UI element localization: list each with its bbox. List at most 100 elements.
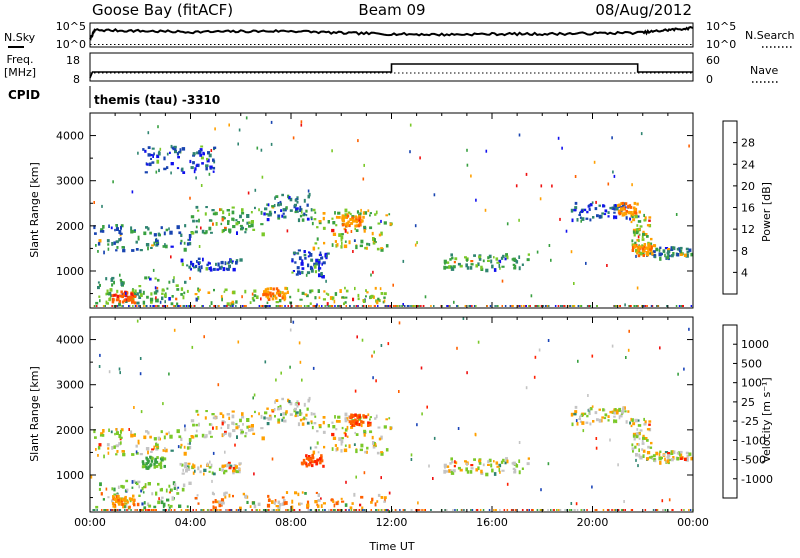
heatmap-cell [322, 298, 326, 301]
heatmap-cell [194, 497, 198, 500]
heatmap-cell [197, 267, 200, 272]
heatmap-hotspot-cell [302, 458, 306, 462]
heatmap-cell [145, 447, 150, 451]
y-tick-label: 2000 [56, 220, 84, 233]
heatmap-cell [156, 154, 160, 159]
heatmap-cell [180, 293, 183, 296]
heatmap-cell [320, 256, 323, 260]
heatmap-ground-cell [127, 509, 129, 511]
heatmap-ground-cell [619, 305, 621, 307]
heatmap-cell [277, 203, 280, 207]
heatmap-cell [198, 265, 201, 269]
heatmap-cell [153, 233, 157, 237]
heatmap-cell [204, 416, 207, 420]
heatmap-scatter-cell [341, 241, 343, 245]
heatmap-cell [283, 292, 287, 295]
heatmap-cell [613, 411, 616, 415]
heatmap-scatter-cell [355, 475, 357, 479]
heatmap-cell [637, 215, 640, 218]
heatmap-scatter-cell [410, 458, 413, 461]
heatmap-cell [224, 430, 227, 434]
heatmap-ground-cell [448, 305, 450, 307]
heatmap-cell [197, 151, 201, 155]
heatmap-scatter-cell [292, 320, 295, 324]
heatmap-cell [206, 157, 209, 161]
heatmap-cell [341, 500, 345, 503]
heatmap-cell [228, 493, 231, 498]
heatmap-cell [355, 449, 358, 454]
heatmap-scatter-cell [565, 229, 568, 233]
heatmap-hotspot-cell [155, 460, 159, 464]
heatmap-ground-cell [644, 509, 647, 511]
heatmap-cell [163, 167, 167, 171]
heatmap-cell [318, 253, 322, 257]
heatmap-cell [190, 419, 195, 423]
heatmap-cell [304, 293, 308, 296]
heatmap-cell [465, 263, 468, 268]
heatmap-scatter-cell [613, 174, 616, 178]
heatmap-ground-cell [444, 509, 446, 511]
heatmap-cell [314, 296, 317, 300]
heatmap-cell [609, 410, 613, 414]
heatmap-cell [105, 277, 108, 281]
heatmap-cell [228, 432, 232, 437]
heatmap-scatter-cell [93, 201, 95, 204]
heatmap-ground-cell [621, 509, 624, 511]
heatmap-cell [142, 486, 146, 489]
heatmap-cell [285, 491, 289, 494]
heatmap-scatter-cell [416, 423, 418, 427]
heatmap-cell [255, 295, 259, 299]
heatmap-ground-cell [180, 509, 183, 511]
heatmap-cell [589, 203, 593, 207]
heatmap-scatter-cell [177, 445, 180, 449]
heatmap-hotspot-cell [356, 416, 360, 420]
heatmap-cell [103, 454, 105, 459]
heatmap-hotspot-cell [639, 245, 642, 249]
heatmap-cell [120, 441, 122, 445]
heatmap-ground-cell [212, 509, 214, 511]
heatmap-cell [371, 497, 374, 502]
heatmap-cell [688, 452, 692, 456]
heatmap-ground-cell [523, 305, 525, 307]
heatmap-cell [111, 242, 114, 246]
heatmap-cell [297, 270, 301, 274]
heatmap-cell [265, 213, 268, 216]
heatmap-cell [111, 499, 114, 503]
heatmap-ground-cell [430, 509, 432, 511]
heatmap-cell [357, 219, 360, 222]
heatmap-cell [576, 218, 579, 222]
heatmap-cell [229, 259, 233, 263]
heatmap-ground-cell [189, 509, 191, 511]
heatmap-cell [188, 481, 192, 485]
heatmap-cell [581, 421, 585, 425]
heatmap-ground-cell [155, 509, 157, 511]
heatmap-cell [642, 230, 645, 233]
heatmap-ground-cell [569, 305, 571, 307]
heatmap-scatter-cell [300, 123, 303, 127]
heatmap-ground-cell [529, 305, 531, 307]
heatmap-scatter-cell [253, 393, 256, 397]
heatmap-cell [389, 222, 392, 226]
heatmap-cell [220, 265, 223, 269]
heatmap-cell [643, 213, 645, 217]
heatmap-ground-cell [569, 305, 572, 307]
heatmap-hotspot-cell [634, 207, 637, 211]
heatmap-cell [512, 467, 515, 470]
power-x-ticks [89, 113, 694, 308]
heatmap-scatter-cell [417, 501, 419, 505]
heatmap-hotspot-cell [358, 221, 362, 225]
heatmap-cell [374, 417, 377, 420]
heatmap-cell [367, 413, 370, 417]
heatmap-cell [662, 250, 665, 253]
heatmap-ground-cell [535, 305, 537, 307]
heatmap-cell [340, 442, 343, 446]
heatmap-scatter-cell [356, 335, 358, 339]
heatmap-cell [478, 459, 482, 463]
heatmap-hotspot-cell [651, 252, 654, 256]
heatmap-cell [355, 229, 359, 232]
heatmap-ground-cell [550, 509, 552, 511]
heatmap-cell [648, 216, 652, 219]
heatmap-cell [340, 497, 343, 500]
heatmap-cell [153, 437, 157, 441]
heatmap-scatter-cell [593, 160, 596, 164]
